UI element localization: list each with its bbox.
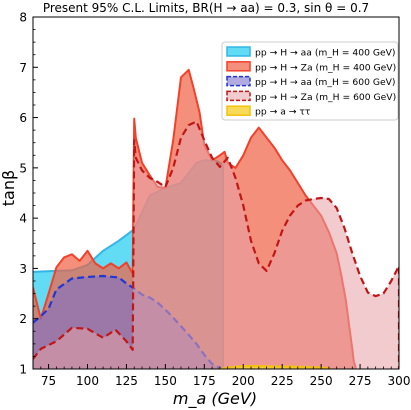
x-tick-label: 275 <box>349 374 372 388</box>
x-tick-label: 225 <box>271 374 294 388</box>
y-tick-label: 2 <box>19 312 27 326</box>
x-tick-label: 200 <box>232 374 255 388</box>
y-tick-label: 7 <box>19 61 27 75</box>
x-axis: 75 100 125 150 175 200 225 250 275 300 <box>40 364 411 388</box>
y-tick-label: 8 <box>19 11 27 25</box>
x-tick-label: 175 <box>193 374 216 388</box>
x-tick-label: 250 <box>310 374 333 388</box>
chart-title: Present 95% C.L. Limits, BR(H → aa) = 0.… <box>43 1 369 15</box>
series-area-4 <box>33 121 399 369</box>
legend-swatch-2 <box>226 61 251 72</box>
x-tick-label: 100 <box>76 374 99 388</box>
legend-swatch-5 <box>226 105 251 116</box>
y-axis-label: tanβ <box>0 170 18 206</box>
legend-label-2: pp → H → Za (m_H = 400 GeV) <box>255 62 396 73</box>
legend-swatch-3 <box>226 75 251 87</box>
y-axis: 1 2 3 4 5 6 7 8 <box>19 11 38 377</box>
legend-label-4: pp → H → Za (m_H = 600 GeV) <box>255 92 396 103</box>
y-tick-label: 4 <box>19 212 27 226</box>
legend-box <box>221 41 399 121</box>
x-tick-label: 300 <box>388 374 411 388</box>
x-tick-label: 125 <box>115 374 138 388</box>
legend-swatch-4 <box>226 90 251 102</box>
series-line-4 <box>33 120 399 369</box>
y-tick-label: 1 <box>19 363 27 377</box>
legend-label-5: pp → a → ττ <box>255 107 311 118</box>
x-tick-label: 150 <box>154 374 177 388</box>
y-tick-label: 5 <box>19 161 27 175</box>
x-tick-label: 75 <box>41 374 56 388</box>
legend: pp → H → aa (m_H = 400 GeV) pp → H → Za (… <box>221 41 399 121</box>
x-axis-label: m_a (GeV) <box>173 389 257 409</box>
plot-area <box>33 68 399 369</box>
legend-label-3: pp → H → aa (m_H = 600 GeV) <box>255 77 396 88</box>
legend-label-1: pp → H → aa (m_H = 400 GeV) <box>255 48 396 59</box>
y-tick-label: 6 <box>19 111 27 125</box>
legend-swatch-1 <box>226 46 251 57</box>
y-tick-label: 3 <box>19 262 27 276</box>
